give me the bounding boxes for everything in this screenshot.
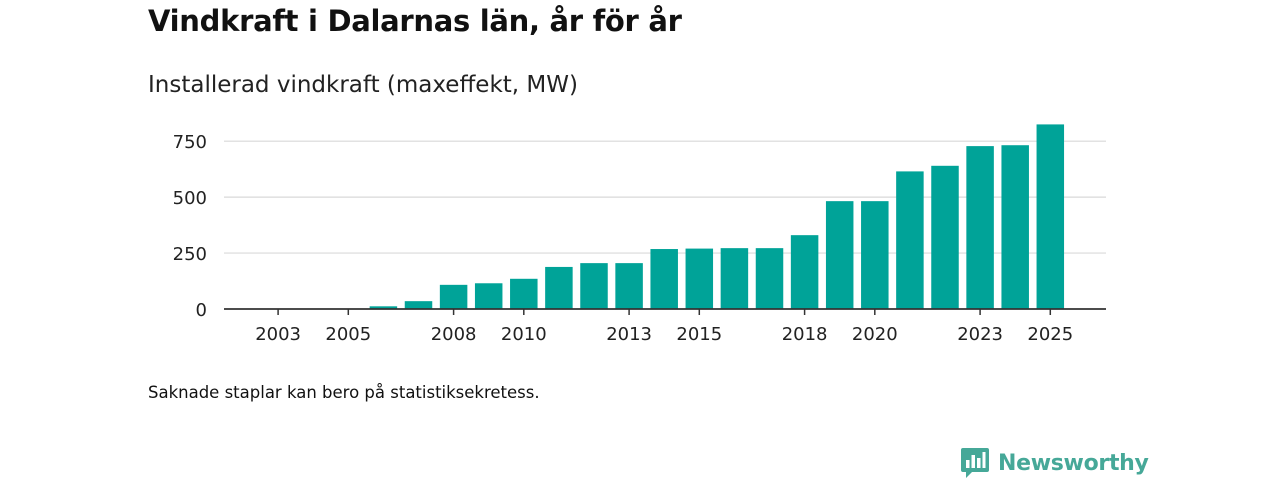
y-tick-label: 250 [173, 244, 207, 265]
bar-2018 [790, 235, 819, 309]
x-tick-label: 2018 [782, 324, 828, 345]
bar-2024 [1001, 145, 1029, 309]
bar-2011 [545, 266, 573, 309]
x-tick-label: 2013 [606, 324, 652, 345]
chart-title: Vindkraft i Dalarnas län, år för år [148, 4, 682, 38]
x-tick-label: 2015 [676, 324, 722, 345]
x-tick-label: 2005 [325, 324, 371, 345]
bar-2006 [369, 306, 398, 309]
y-tick-label: 0 [196, 300, 207, 321]
bar-2014 [650, 249, 678, 309]
x-tick-label: 2020 [852, 324, 898, 345]
x-tick-label: 2003 [255, 324, 301, 345]
footnote: Saknade staplar kan bero på statistiksek… [148, 383, 540, 402]
newsworthy-logo-icon [961, 448, 989, 478]
x-tick-label: 2025 [1027, 324, 1073, 345]
y-tick-label: 500 [173, 188, 207, 209]
bar-2025 [1036, 124, 1065, 309]
bar-2019 [825, 201, 854, 309]
bar-2009 [474, 283, 503, 309]
x-tick-label: 2010 [501, 324, 547, 345]
y-tick-label: 750 [173, 132, 207, 153]
bar-2021 [896, 171, 924, 309]
chart-subtitle: Installerad vindkraft (maxeffekt, MW) [148, 72, 578, 98]
bar-2008 [439, 284, 468, 309]
bar-2012 [580, 263, 608, 309]
brand-name: Newsworthy [998, 450, 1149, 476]
bar-2020 [861, 201, 889, 309]
x-tick-label: 2023 [957, 324, 1003, 345]
bar-2007 [404, 301, 433, 309]
bar-2015 [685, 248, 714, 309]
bar-2016 [720, 248, 749, 309]
x-tick-label: 2008 [431, 324, 477, 345]
bar-2023 [966, 146, 994, 309]
bar-2017 [755, 248, 784, 309]
bar-2010 [510, 278, 538, 309]
brand-logo: Newsworthy [960, 446, 1149, 480]
bar-2013 [615, 263, 643, 309]
bar-2022 [931, 165, 959, 309]
